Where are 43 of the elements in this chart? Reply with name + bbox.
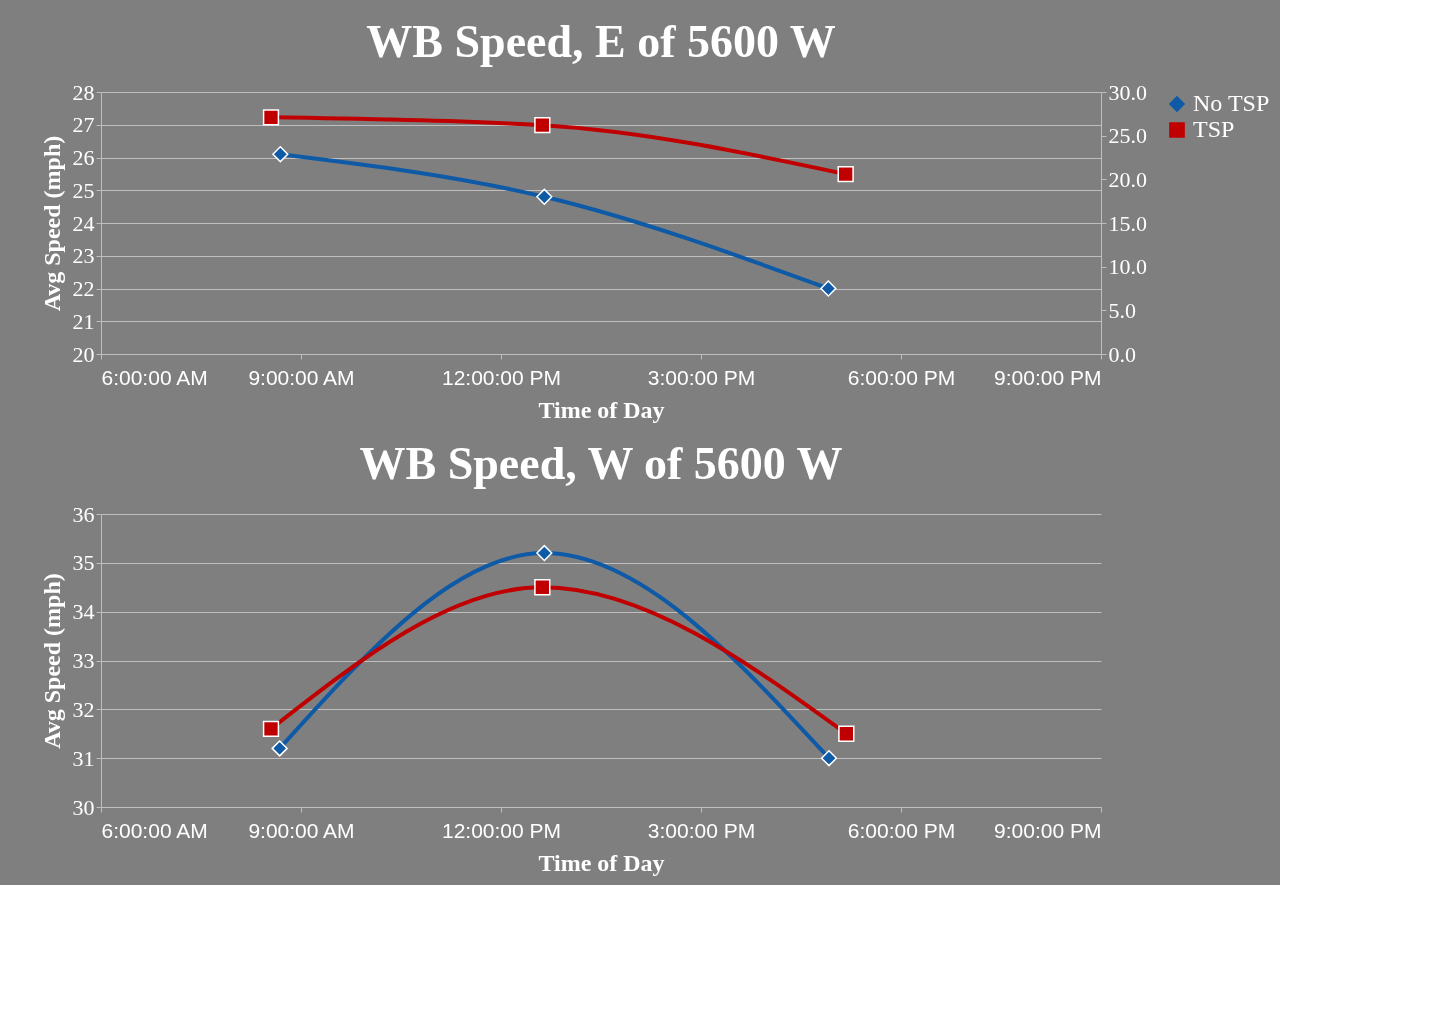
x-tick-label: 9:00:00 PM — [994, 818, 1102, 842]
x-tick-label: 6:00:00 PM — [847, 365, 956, 389]
x-tick-label: 3:00:00 PM — [647, 365, 756, 389]
x-tick-label: 6:00:00 AM — [101, 818, 208, 842]
y-tick-label: 30 — [72, 794, 95, 820]
y-tick-label: 24 — [72, 210, 95, 236]
y-axis-title: Avg Speed (mph) — [38, 135, 65, 312]
legend-label: No TSP — [1193, 90, 1270, 116]
y2-tick-label: 20.0 — [1108, 166, 1147, 192]
x-axis-title: Time of Day — [538, 849, 665, 876]
y-axis-title: Avg Speed (mph) — [38, 573, 65, 749]
y2-tick-label: 15.0 — [1108, 210, 1147, 236]
y2-tick-label: 10.0 — [1108, 254, 1147, 280]
y2-tick-label: 25.0 — [1108, 123, 1147, 149]
x-tick-label: 12:00:00 PM — [441, 818, 562, 842]
y-tick-label: 25 — [72, 177, 95, 203]
y-tick-label: 20 — [72, 341, 95, 367]
y2-tick-label: 0.0 — [1108, 341, 1136, 367]
y-tick-label: 32 — [72, 696, 95, 722]
x-tick-label: 6:00:00 PM — [847, 818, 956, 842]
x-tick-label: 3:00:00 PM — [647, 818, 756, 842]
x-tick-label: 9:00:00 AM — [248, 365, 355, 389]
legend-label: TSP — [1193, 116, 1235, 142]
x-tick-label: 6:00:00 AM — [101, 365, 208, 389]
y-tick-label: 23 — [72, 243, 95, 269]
y-tick-label: 35 — [72, 550, 95, 576]
x-tick-label: 9:00:00 PM — [994, 365, 1102, 389]
y-tick-label: 31 — [72, 745, 95, 771]
y-tick-label: 26 — [72, 145, 95, 170]
chart-title: WB Speed, W of 5600 W — [359, 438, 843, 489]
y-tick-label: 27 — [72, 112, 95, 138]
y-tick-label: 36 — [72, 501, 95, 527]
x-axis-title: Time of Day — [538, 396, 665, 423]
y-tick-label: 34 — [72, 599, 95, 625]
y-tick-label: 33 — [72, 648, 95, 673]
y-tick-label: 22 — [72, 276, 95, 301]
y-tick-label: 28 — [72, 79, 95, 105]
x-tick-label: 12:00:00 PM — [441, 365, 562, 389]
y-tick-label: 21 — [72, 308, 95, 334]
chart-title: WB Speed, E of 5600 W — [366, 16, 836, 67]
x-tick-label: 9:00:00 AM — [248, 818, 355, 842]
y2-tick-label: 30.0 — [1108, 79, 1147, 105]
y2-tick-label: 5.0 — [1108, 297, 1136, 323]
